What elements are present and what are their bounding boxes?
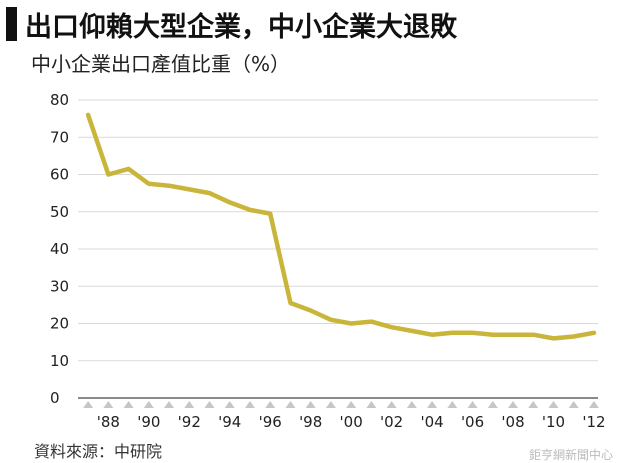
x-tick-marker xyxy=(305,401,316,408)
x-tick-label: '06 xyxy=(461,413,484,431)
source-note: 資料來源：中研院 xyxy=(34,442,163,461)
watermark: 鉅亨網新聞中心 xyxy=(528,448,613,462)
x-tick-marker xyxy=(467,401,478,408)
x-tick-label: '02 xyxy=(380,413,403,431)
y-tick-label: 10 xyxy=(50,352,69,370)
y-tick-label: 40 xyxy=(50,240,69,258)
title-row: 出口仰賴大型企業，中小企業大退敗 xyxy=(6,6,457,43)
x-tick-marker xyxy=(184,401,195,408)
x-tick-marker xyxy=(528,401,539,408)
y-tick-label: 50 xyxy=(50,203,69,221)
x-tick-label: '08 xyxy=(501,413,524,431)
title-marker xyxy=(6,7,17,41)
x-tick-marker xyxy=(588,401,599,408)
x-tick-marker xyxy=(285,401,296,408)
x-tick-marker xyxy=(123,401,134,408)
x-tick-marker xyxy=(204,401,215,408)
y-tick-label: 70 xyxy=(50,128,69,146)
y-tick-label: 30 xyxy=(50,277,69,295)
chart-title: 出口仰賴大型企業，中小企業大退敗 xyxy=(25,11,457,43)
x-tick-label: '04 xyxy=(420,413,443,431)
x-tick-marker xyxy=(244,401,255,408)
x-tick-marker xyxy=(164,401,175,408)
y-tick-label: 60 xyxy=(50,166,69,184)
x-tick-marker xyxy=(346,401,357,408)
y-tick-label: 80 xyxy=(50,91,69,109)
x-tick-marker xyxy=(265,401,276,408)
x-tick-marker xyxy=(103,401,114,408)
x-tick-marker xyxy=(487,401,498,408)
chart-subtitle: 中小企業出口產值比重（%） xyxy=(31,52,291,76)
y-tick-label: 20 xyxy=(50,315,69,333)
x-tick-marker xyxy=(508,401,519,408)
x-tick-label: '00 xyxy=(340,413,363,431)
x-tick-label: '90 xyxy=(137,413,160,431)
x-tick-label: '12 xyxy=(582,413,605,431)
x-tick-label: '88 xyxy=(97,413,120,431)
y-tick-label: 0 xyxy=(50,389,60,407)
x-tick-marker xyxy=(427,401,438,408)
x-tick-label: '98 xyxy=(299,413,322,431)
x-tick-label: '96 xyxy=(259,413,282,431)
x-tick-marker xyxy=(386,401,397,408)
series-line xyxy=(85,112,597,341)
x-tick-marker xyxy=(143,401,154,408)
x-tick-marker xyxy=(325,401,336,408)
x-tick-label: '94 xyxy=(218,413,241,431)
x-tick-marker xyxy=(366,401,377,408)
x-tick-marker xyxy=(224,401,235,408)
x-tick-marker xyxy=(83,401,94,408)
x-tick-label: '92 xyxy=(178,413,201,431)
x-tick-marker xyxy=(548,401,559,408)
x-tick-marker xyxy=(447,401,458,408)
x-tick-marker xyxy=(406,401,417,408)
x-tick-marker xyxy=(568,401,579,408)
x-tick-label: '10 xyxy=(542,413,565,431)
